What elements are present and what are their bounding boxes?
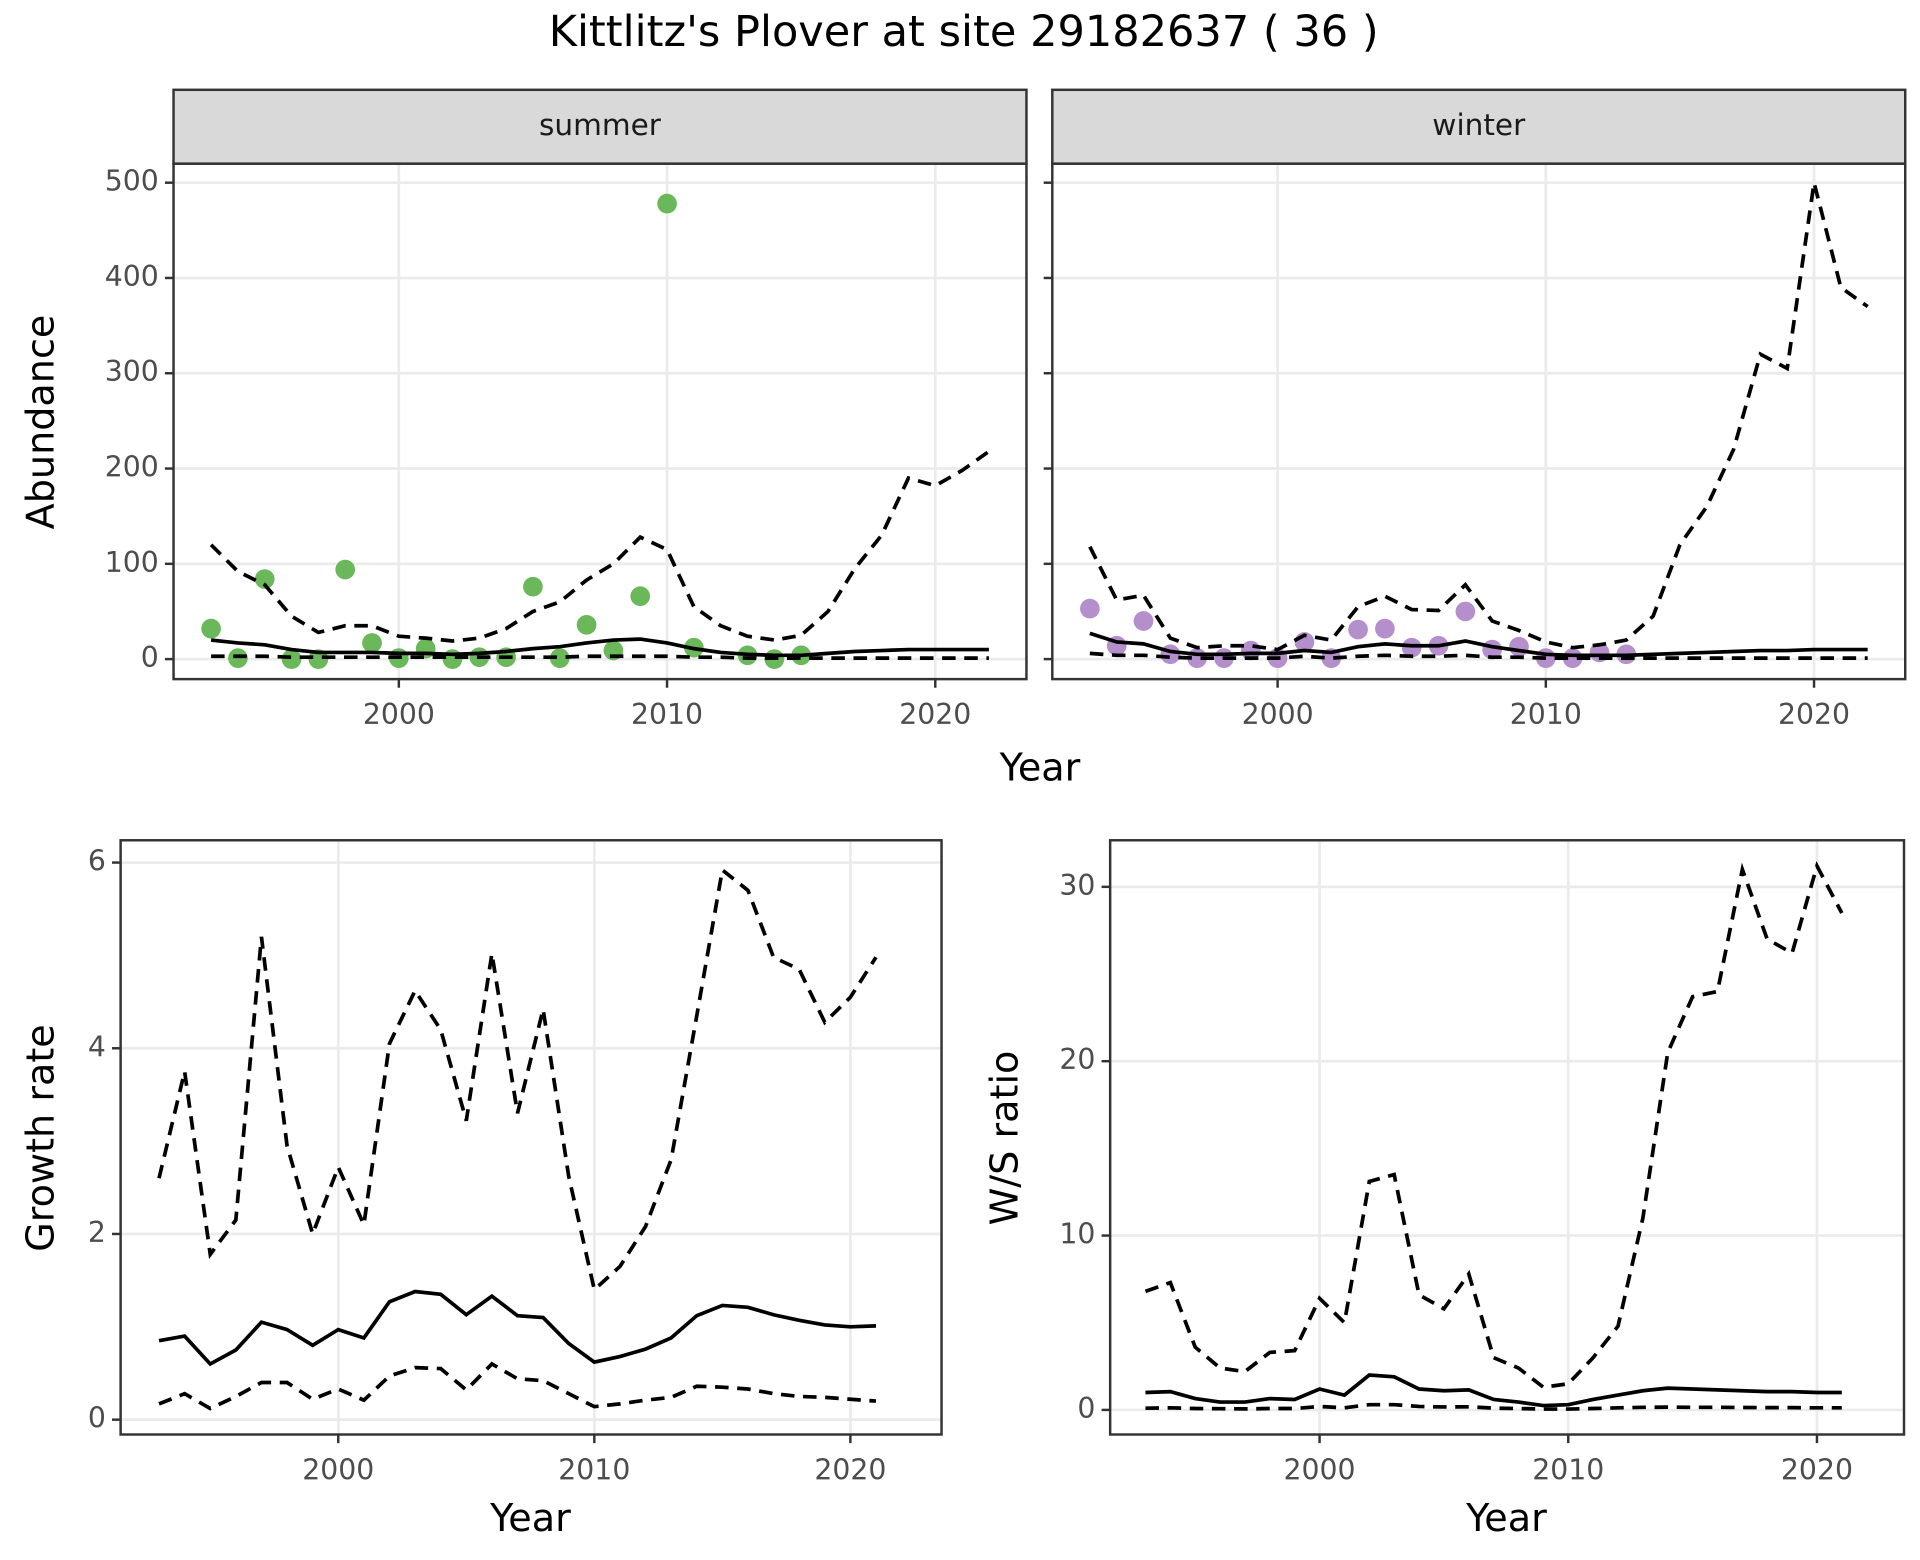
- y-tick-label: 2: [88, 1216, 106, 1249]
- x-tick-label: 2020: [1778, 698, 1850, 731]
- data-point: [1455, 601, 1476, 622]
- bound-line: [209, 449, 990, 643]
- panel-background: [120, 840, 942, 1435]
- x-axis-title: Year: [489, 1496, 571, 1540]
- bound-line: [1088, 182, 1869, 652]
- strip: [1051, 88, 1907, 165]
- data-point: [1401, 637, 1422, 658]
- data-point: [657, 193, 677, 214]
- data-point: [1562, 648, 1583, 668]
- estimate-line: [1089, 631, 1868, 658]
- y-tick-label: 100: [105, 546, 159, 579]
- x-tick-label: 2020: [814, 1453, 886, 1486]
- y-tick-label: 4: [88, 1030, 106, 1063]
- x-tick-label: 2000: [363, 698, 435, 731]
- data-point: [362, 633, 382, 653]
- estimate-line: [210, 637, 989, 658]
- data-point: [1080, 598, 1100, 619]
- estimate-line: [158, 1289, 877, 1367]
- y-tick-label: 30: [1059, 869, 1095, 902]
- data-point: [523, 576, 543, 597]
- data-point: [442, 649, 463, 669]
- data-point: [228, 648, 248, 668]
- strip-label: winter: [1432, 108, 1526, 142]
- panel-background: [1052, 163, 1906, 680]
- strip-label: summer: [539, 108, 662, 142]
- y-tick-label: 0: [88, 1402, 106, 1435]
- x-tick-label: 2010: [631, 698, 703, 731]
- y-tick-label: 10: [1059, 1218, 1095, 1251]
- y-tick-label: 500: [105, 165, 159, 198]
- x-tick-label: 2020: [899, 698, 971, 731]
- panel-background: [173, 163, 1027, 680]
- data-point: [549, 648, 570, 668]
- data-point: [1133, 611, 1154, 631]
- bound-line: [1089, 651, 1868, 661]
- x-tick-label: 2010: [558, 1453, 630, 1486]
- y-tick-label: 0: [1077, 1392, 1095, 1425]
- x-tick-label: 2010: [1510, 698, 1582, 731]
- x-tick-label: 2000: [302, 1453, 374, 1486]
- figure-title: Kittlitz's Plover at site 29182637 ( 36 …: [549, 7, 1379, 57]
- y-tick-label: 400: [105, 260, 159, 293]
- data-point: [630, 586, 651, 607]
- data-point: [254, 569, 275, 589]
- panel: 0 100 200 300 400 500 2000 2010 2020 summer Year Ab…: [19, 88, 1081, 790]
- estimate-line: [1145, 1373, 1842, 1408]
- y-tick-label: 0: [141, 641, 159, 674]
- bound-line: [157, 866, 878, 1294]
- y-tick-label: 6: [88, 845, 106, 878]
- panel-background: [1110, 840, 1904, 1435]
- data-point: [335, 559, 356, 580]
- panel: 0 2 4 6 2000 2010 2020 Year Growth rate: [19, 839, 943, 1540]
- data-point: [281, 649, 302, 669]
- panel: 2000 2010 2020 winter: [1043, 88, 1907, 731]
- y-axis-title: W/S ratio: [982, 1051, 1026, 1226]
- x-tick-label: 2010: [1532, 1453, 1604, 1486]
- data-point: [576, 614, 597, 635]
- data-point: [1509, 636, 1529, 657]
- y-tick-label: 20: [1059, 1043, 1095, 1076]
- bound-line: [211, 654, 989, 660]
- x-tick-label: 2000: [1242, 698, 1314, 731]
- x-axis-title: Year: [999, 746, 1081, 790]
- panel-border: [1108, 839, 1906, 1436]
- panel-border: [119, 839, 943, 1436]
- y-axis-title: Growth rate: [19, 1024, 63, 1252]
- strip: [172, 88, 1028, 165]
- y-axis-title: Abundance: [19, 315, 63, 530]
- data-point: [201, 618, 221, 639]
- data-point: [1375, 618, 1395, 639]
- y-tick-label: 200: [105, 451, 159, 484]
- panel: 0 10 20 30 2000 2010 2020 Year W/S ratio: [982, 839, 1906, 1540]
- bound-line: [1145, 1402, 1842, 1411]
- y-tick-label: 300: [105, 355, 159, 388]
- x-tick-label: 2020: [1781, 1453, 1853, 1486]
- x-axis-title: Year: [1465, 1496, 1547, 1540]
- data-point: [1348, 619, 1368, 640]
- x-tick-label: 2000: [1284, 1453, 1356, 1486]
- data-point: [1160, 644, 1181, 665]
- bound-line: [1144, 860, 1844, 1390]
